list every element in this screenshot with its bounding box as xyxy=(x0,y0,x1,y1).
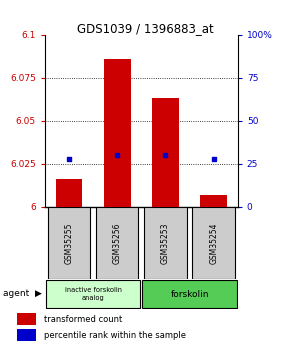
Bar xyxy=(104,59,130,207)
Point xyxy=(67,156,71,161)
Text: GDS1039 / 1396883_at: GDS1039 / 1396883_at xyxy=(77,22,213,36)
Text: GSM35255: GSM35255 xyxy=(65,223,74,264)
Bar xyxy=(152,98,179,207)
Text: GSM35254: GSM35254 xyxy=(209,223,218,264)
Point xyxy=(115,152,119,158)
Bar xyxy=(46,280,140,308)
Bar xyxy=(142,280,237,308)
Text: agent  ▶: agent ▶ xyxy=(3,289,42,298)
Text: GSM35256: GSM35256 xyxy=(113,223,122,264)
Text: inactive forskolin
analog: inactive forskolin analog xyxy=(65,287,122,301)
Point xyxy=(211,156,216,161)
Bar xyxy=(193,207,235,279)
Text: transformed count: transformed count xyxy=(44,315,123,324)
Text: percentile rank within the sample: percentile rank within the sample xyxy=(44,331,186,339)
Bar xyxy=(200,195,227,207)
Bar xyxy=(144,207,187,279)
Text: GSM35253: GSM35253 xyxy=(161,223,170,264)
Bar xyxy=(17,329,36,341)
Bar xyxy=(48,207,90,279)
Bar xyxy=(96,207,139,279)
Text: forskolin: forskolin xyxy=(170,289,209,299)
Point xyxy=(163,152,168,158)
Bar xyxy=(56,179,82,207)
Bar xyxy=(17,313,36,325)
